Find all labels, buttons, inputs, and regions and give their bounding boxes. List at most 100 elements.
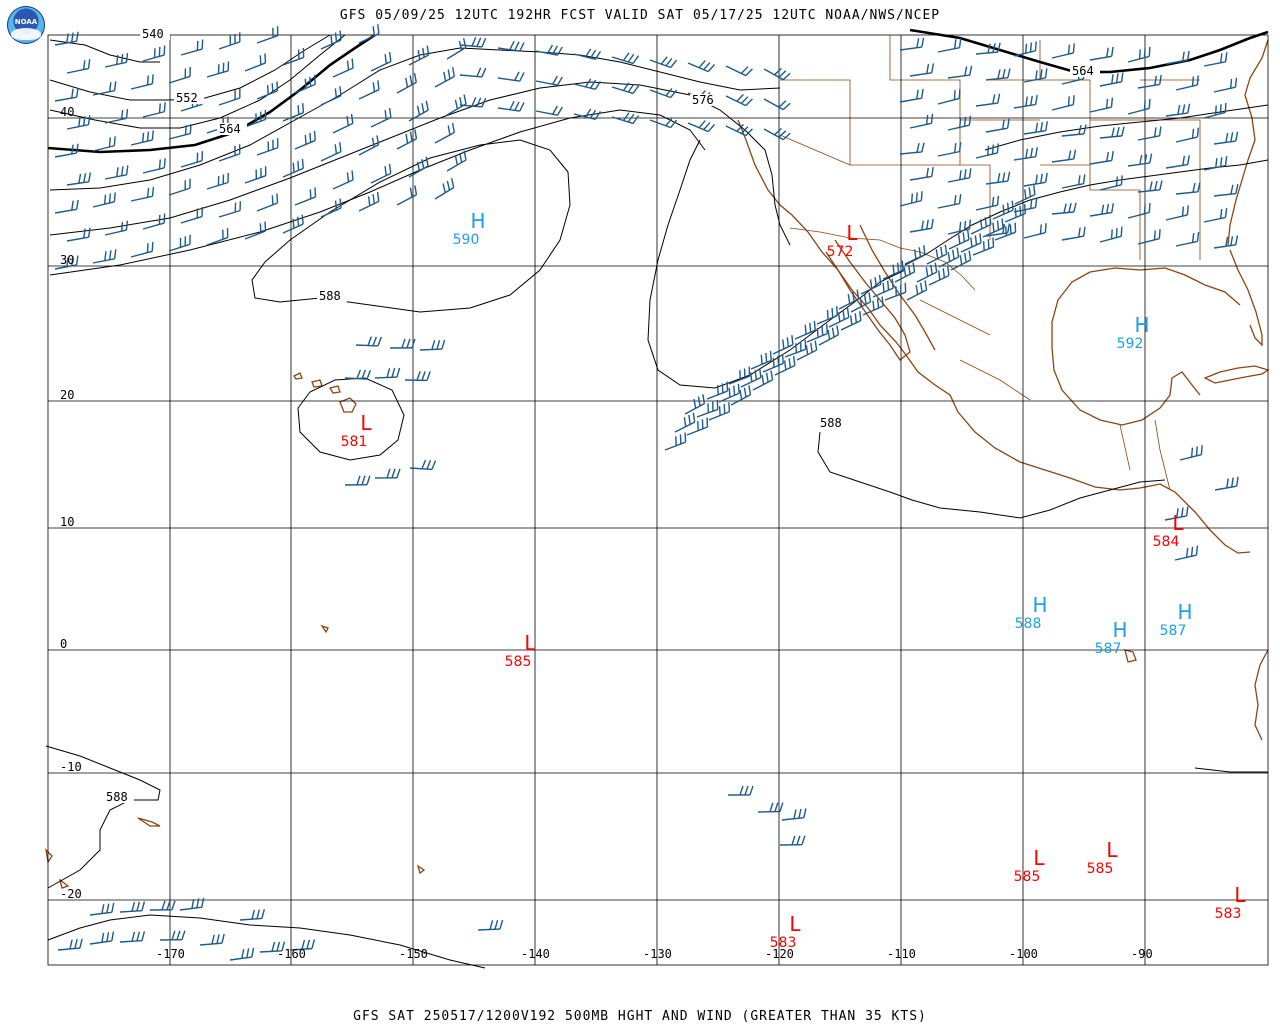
wind-barb: [1164, 506, 1189, 521]
wind-barb: [1127, 98, 1151, 115]
wind-barb: [909, 63, 935, 77]
wind-barb: [92, 136, 116, 152]
wind-barb: [535, 75, 563, 86]
wind-barb: [985, 68, 1011, 81]
wind-barb: [459, 97, 487, 108]
contour-label-bg: [140, 28, 170, 40]
wind-barb: [168, 124, 192, 140]
border-us-states-3: [990, 79, 1141, 260]
wind-barb: [289, 939, 316, 951]
wind-barb: [244, 221, 267, 240]
low-pressure-symbol: L: [1172, 511, 1184, 535]
wind-barb: [1175, 182, 1201, 195]
wind-barb: [282, 214, 304, 234]
wind-barb: [972, 237, 995, 256]
border-mexico-states: [919, 299, 1171, 491]
wind-barb: [781, 808, 807, 821]
wind-barb: [374, 468, 401, 479]
contour-588-sw: [45, 745, 161, 889]
wind-barb: [573, 48, 602, 61]
wind-barb: [916, 262, 938, 283]
wind-barb: [104, 108, 129, 124]
wind-barb: [477, 919, 504, 931]
wind-barb: [54, 255, 79, 270]
wind-barb: [294, 187, 317, 206]
wind-barb: [256, 138, 279, 156]
wind-barb: [796, 340, 818, 361]
wind-barb: [1013, 41, 1037, 57]
lon-tick-label: -110: [887, 947, 916, 961]
high-pressure-symbol: H: [470, 209, 485, 233]
wind-barb: [899, 37, 925, 51]
lon-tick-label: -100: [1009, 947, 1038, 961]
wind-barb: [344, 475, 371, 486]
wind-barb: [937, 38, 962, 53]
wind-barb: [763, 127, 791, 141]
wind-barb: [752, 370, 774, 391]
contour-label: 576: [692, 93, 714, 107]
wind-barb: [1023, 172, 1048, 187]
wind-barb: [358, 24, 380, 44]
contour-south-1: [47, 914, 486, 969]
wind-barb: [1165, 50, 1190, 65]
contour-540: [49, 39, 160, 63]
border-us-states-1: [889, 35, 991, 240]
lon-tick-label: -130: [643, 947, 672, 961]
lon-tick-label: -150: [399, 947, 428, 961]
wind-barb: [727, 785, 754, 796]
wind-barb: [975, 93, 1001, 107]
wind-barb: [1165, 205, 1189, 221]
wind-barb: [725, 123, 753, 137]
wind-barb: [142, 158, 166, 174]
wind-barb: [784, 339, 807, 358]
wind-barb: [687, 120, 716, 133]
wind-barb: [104, 165, 129, 180]
lat-tick-label: 30: [60, 253, 74, 267]
wind-barb: [740, 368, 762, 388]
wind-barb: [611, 82, 640, 95]
island-maui: [328, 385, 341, 394]
wind-barb: [419, 339, 446, 351]
wind-barb: [894, 262, 916, 283]
wind-barb: [649, 117, 678, 129]
wind-barb: [1214, 476, 1239, 491]
wind-barb: [119, 901, 146, 913]
wind-barb: [882, 260, 904, 280]
wind-barb: [497, 100, 525, 112]
pressure-center-value: 583: [1215, 906, 1242, 922]
wind-barb: [1127, 153, 1153, 167]
contour-588-high: [251, 139, 571, 313]
wind-barb: [850, 292, 872, 313]
wind-barb: [806, 324, 829, 343]
wind-barb: [142, 213, 166, 230]
wind-barb: [985, 118, 1010, 133]
contour-label-bg: [317, 290, 347, 302]
map-labels: -170 -160 -150 -140 -130 -120 -110 -100 -9040302…: [60, 27, 1246, 961]
wind-barb: [1175, 231, 1200, 247]
contour-564: [47, 33, 376, 154]
wind-barb: [282, 158, 304, 178]
wind-barb: [687, 60, 716, 73]
island-south-pacific-1: [137, 817, 161, 827]
wind-barb: [1127, 46, 1151, 63]
pressure-center-value: 585: [505, 654, 532, 670]
wind-barb: [104, 52, 129, 68]
wind-barb: [975, 195, 1000, 211]
contour-label: 588: [820, 416, 842, 430]
wind-barbs: [54, 24, 1239, 961]
wind-barb: [904, 245, 926, 265]
wind-barb: [1137, 126, 1162, 141]
wind-barb: [899, 142, 925, 155]
wind-barb: [446, 150, 467, 172]
wind-barb: [1051, 149, 1077, 163]
wind-barb: [899, 191, 923, 207]
wind-barb: [1213, 77, 1238, 93]
wind-barb: [1137, 229, 1161, 245]
wind-barb: [947, 115, 972, 131]
wind-barb: [1203, 207, 1228, 223]
wind-barb: [1203, 156, 1228, 171]
wind-barb: [862, 296, 884, 316]
wind-barb: [611, 52, 640, 65]
wind-barb: [130, 241, 154, 258]
lat-tick-label: 20: [60, 388, 74, 402]
